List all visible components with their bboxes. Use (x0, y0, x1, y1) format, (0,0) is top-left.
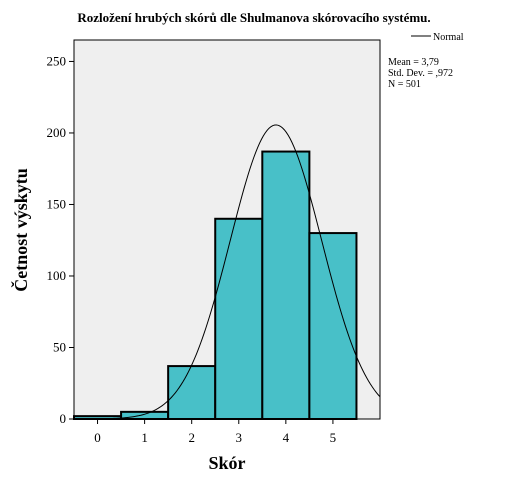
y-tick-label-150: 150 (47, 196, 67, 211)
y-tick-label-50: 50 (53, 339, 66, 354)
y-tick-label-100: 100 (47, 268, 67, 283)
bar-1 (120, 410, 170, 421)
x-tick-label-2: 2 (188, 430, 195, 445)
stat-line-0: Mean = 3,79 (388, 57, 439, 68)
x-tick-label-4: 4 (283, 430, 290, 445)
stat-line-1: Std. Dev. = ,972 (388, 68, 453, 79)
y-tick-label-250: 250 (47, 53, 67, 68)
x-axis-label: Skór (208, 453, 245, 473)
chart-title: Rozložení hrubých skórů dle Shulmanova s… (77, 10, 430, 25)
bar-4 (261, 150, 311, 420)
x-tick-label-3: 3 (236, 430, 243, 445)
bar-5 (308, 232, 358, 420)
x-tick-label-0: 0 (94, 430, 101, 445)
bar-3 (214, 217, 264, 420)
normal-curve (74, 124, 381, 420)
x-tick-label-1: 1 (141, 430, 148, 445)
x-axis: 0 1 2 3 4 5 (94, 419, 336, 445)
y-axis: 0 50 100 150 200 250 (47, 53, 74, 426)
y-axis-label: Četnost výskytu (10, 168, 31, 292)
bars (73, 150, 358, 421)
y-tick-label-0: 0 (60, 411, 67, 426)
y-tick-label-200: 200 (47, 125, 67, 140)
x-tick-label-5: 5 (330, 430, 337, 445)
stat-line-2: N = 501 (388, 79, 421, 90)
legend: Normal (411, 32, 464, 43)
legend-label: Normal (433, 32, 464, 43)
